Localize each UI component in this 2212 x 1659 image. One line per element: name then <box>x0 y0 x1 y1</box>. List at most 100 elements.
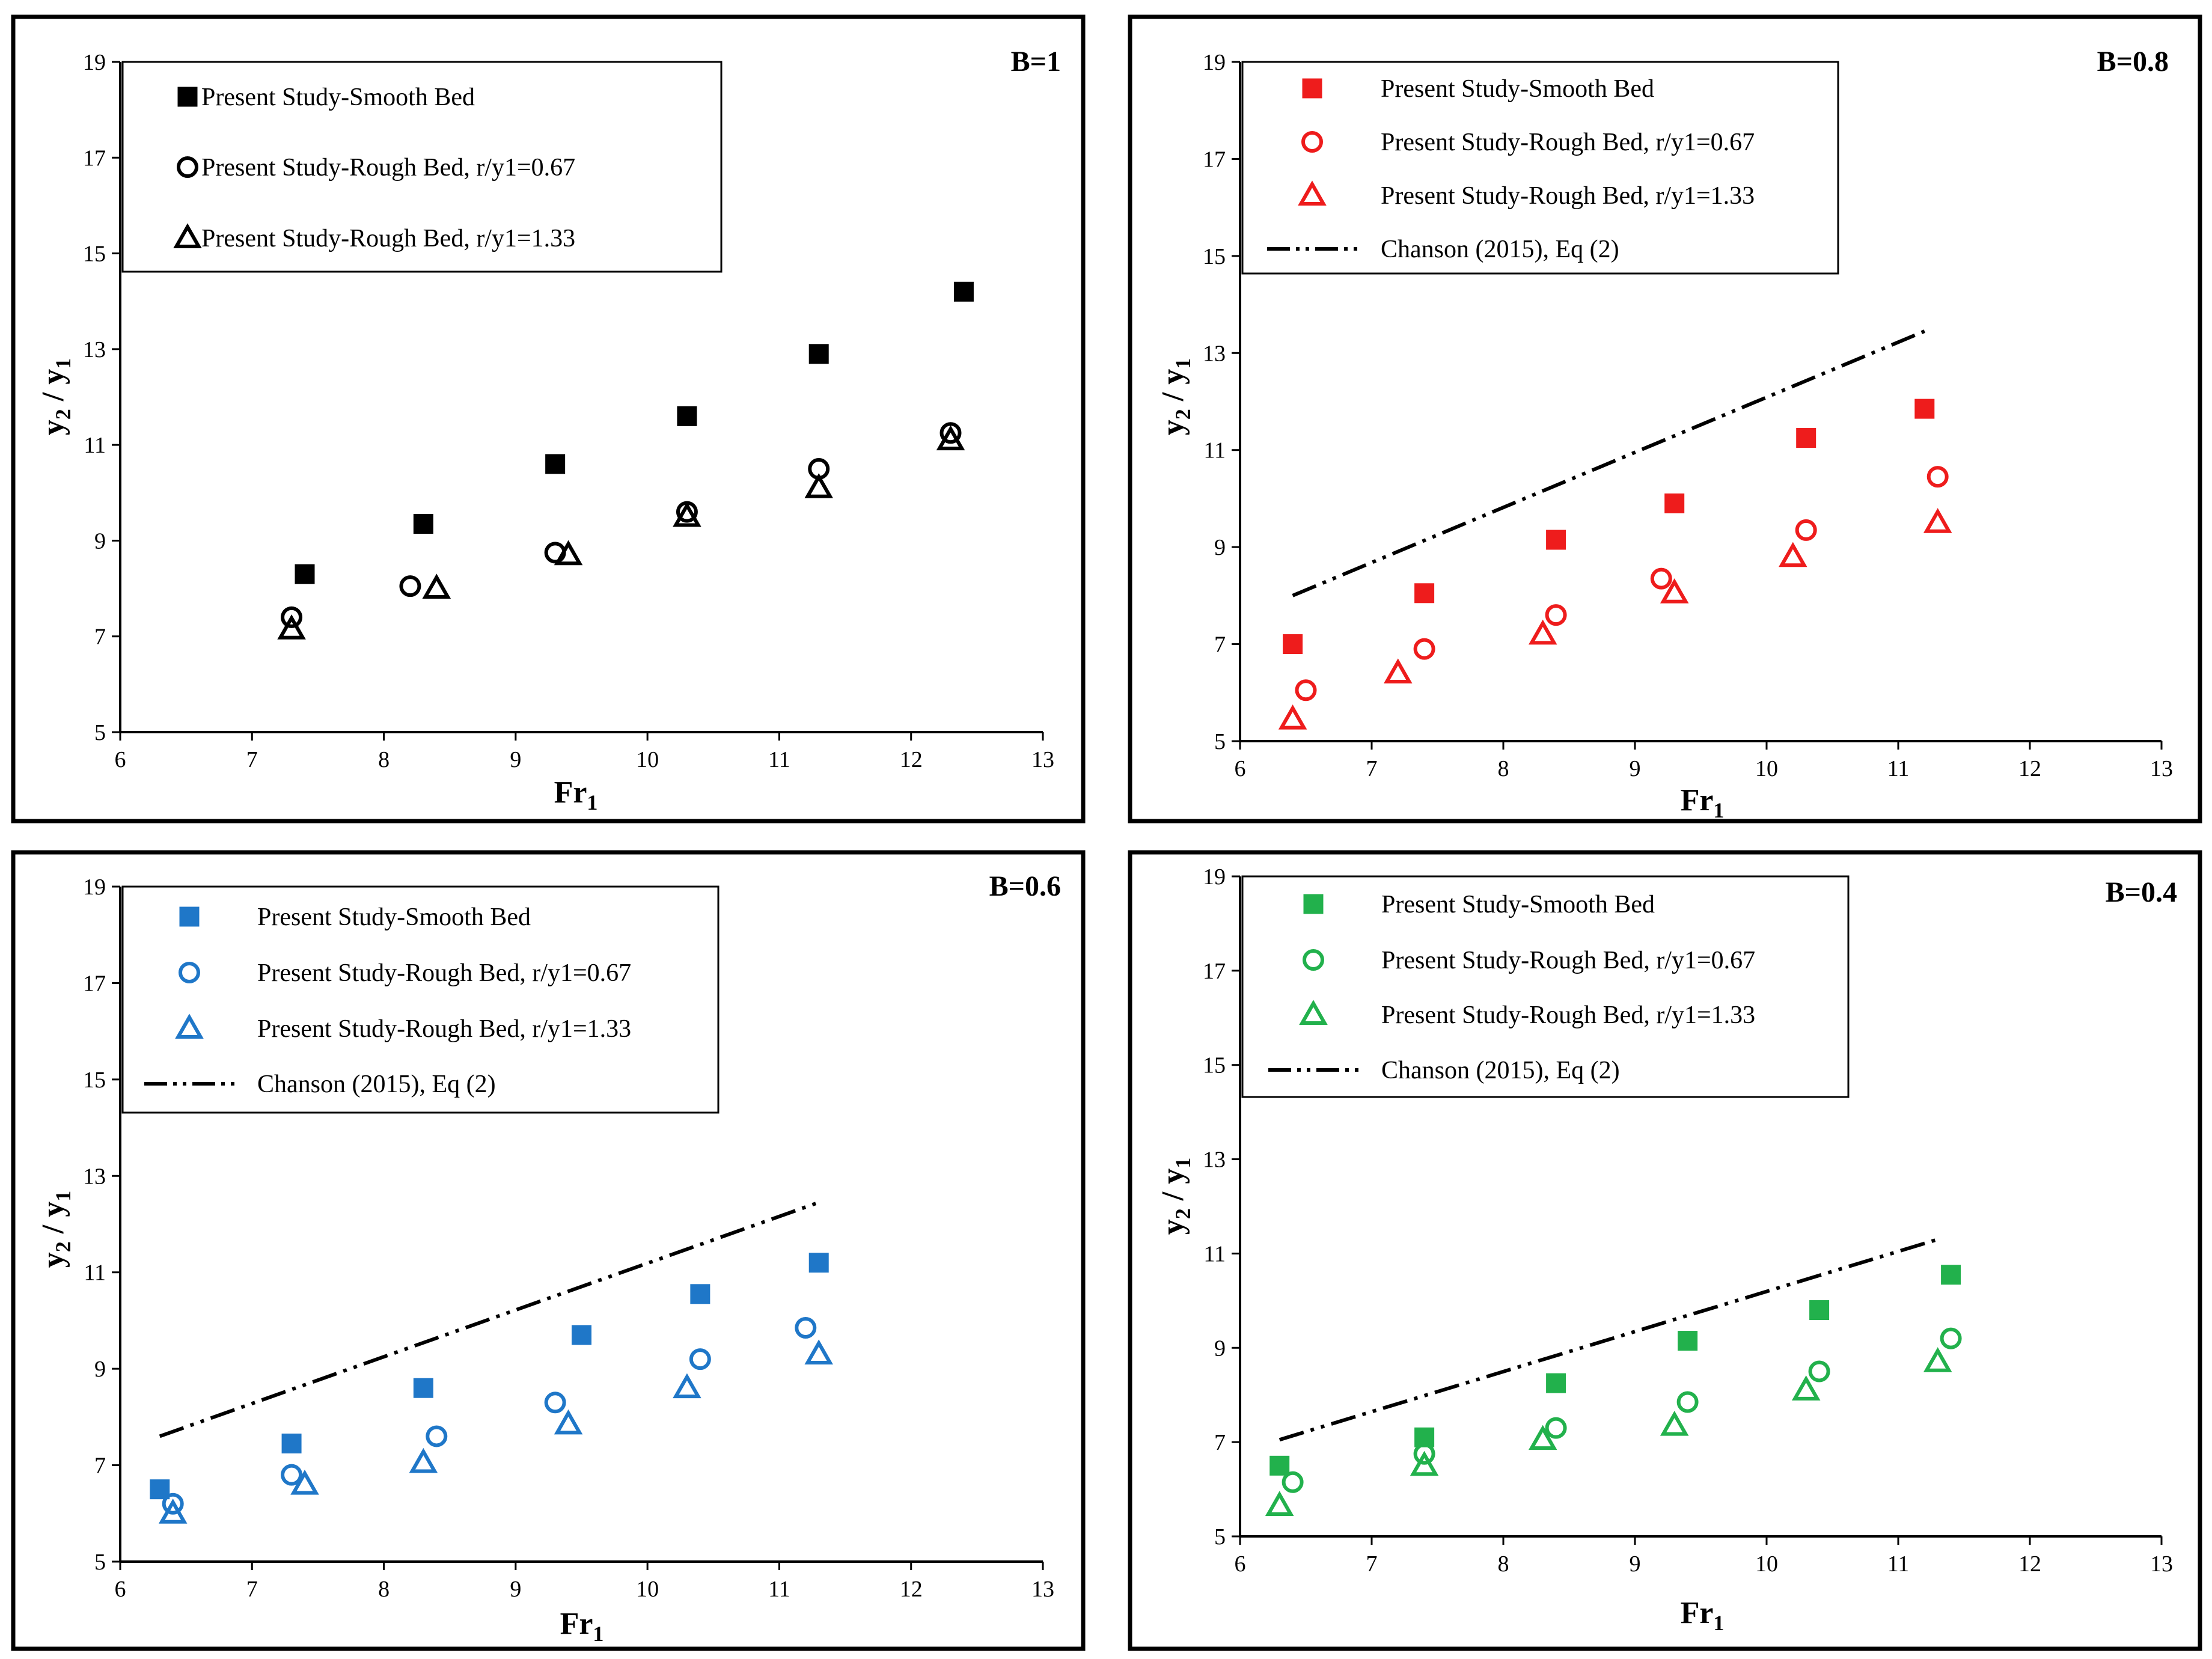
legend-label: Present Study-Rough Bed, r/y1=1.33 <box>1381 182 1755 210</box>
data-point <box>413 1378 433 1398</box>
legend-label: Present Study-Rough Bed, r/y1=0.67 <box>1381 129 1755 156</box>
series-2 <box>281 422 962 628</box>
data-point <box>804 1339 833 1365</box>
y-tick-label: 15 <box>1203 1053 1226 1078</box>
x-tick-label: 12 <box>900 747 923 772</box>
y-tick-label: 9 <box>1214 535 1226 560</box>
data-point <box>1283 634 1303 655</box>
data-point <box>290 1470 319 1495</box>
legend-marker <box>175 1013 204 1039</box>
legend-marker <box>1303 894 1324 914</box>
x-tick-label: 7 <box>1366 756 1378 781</box>
x-axis-label: Fr1 <box>560 1607 604 1646</box>
x-tick-label: 9 <box>510 747 521 772</box>
y-axis-label: y2 / y1 <box>1156 1158 1195 1235</box>
data-point <box>295 564 315 584</box>
y-tick-label: 7 <box>1214 632 1226 658</box>
series-1 <box>295 281 974 584</box>
legend-label: Present Study-Smooth Bed <box>1381 891 1655 918</box>
y-tick-label: 7 <box>1214 1430 1226 1455</box>
legend-box <box>121 885 720 1114</box>
legend-label: Present Study-Smooth Bed <box>257 903 531 931</box>
x-tick-label: 8 <box>1498 756 1509 781</box>
chanson-equation-line <box>1279 1238 1939 1442</box>
data-point <box>1660 578 1689 603</box>
x-tick-label: 11 <box>1887 756 1910 781</box>
y-tick-label: 5 <box>94 720 106 745</box>
y-tick-label: 11 <box>1203 438 1226 463</box>
data-point <box>1923 1347 1952 1372</box>
data-point <box>1545 1417 1567 1439</box>
chart-title: B=0.8 <box>2097 46 2169 78</box>
x-tick-label: 6 <box>115 747 126 772</box>
data-point <box>554 1409 583 1435</box>
y-tick-label: 7 <box>94 625 106 650</box>
y-tick-label: 15 <box>83 242 106 267</box>
chart-title: B=0.4 <box>2106 876 2177 908</box>
legend: Present Study-Smooth Bed Present Study-Ro… <box>121 885 720 1114</box>
y-tick-label: 15 <box>83 1068 106 1093</box>
y-tick-label: 5 <box>1214 1524 1226 1550</box>
x-axis-label: Fr1 <box>1681 1596 1725 1635</box>
legend-box <box>1241 875 1850 1098</box>
data-point <box>1265 1491 1294 1516</box>
series-1 <box>1283 399 1935 655</box>
x-tick-label: 6 <box>1235 1551 1246 1577</box>
legend-label: Chanson (2015), Eq (2) <box>257 1071 496 1098</box>
data-point <box>677 406 697 426</box>
y-tick-label: 13 <box>1203 341 1226 366</box>
data-point <box>804 473 833 498</box>
data-point <box>1650 567 1672 590</box>
x-tick-label: 13 <box>1031 1577 1054 1602</box>
series-3 <box>277 425 965 640</box>
chart-panel-2: 6 7 8 9 10 11 12 13 5 7 9 11 13 15 17 19 Fr1 y2 / y1 B=0.8… <box>1128 14 2202 823</box>
legend: Present Study-Smooth Bed Present Study-Ro… <box>1241 61 1839 275</box>
y-tick-label: 17 <box>83 971 106 996</box>
data-point <box>673 1373 701 1399</box>
data-point <box>673 501 701 527</box>
data-point <box>1808 1360 1830 1382</box>
data-point <box>544 1392 566 1414</box>
x-tick-label: 12 <box>900 1577 923 1602</box>
legend-label: Present Study-Rough Bed, r/y1=0.67 <box>1381 947 1755 974</box>
series-2 <box>1295 466 1949 701</box>
legend-marker <box>173 223 202 248</box>
x-axis-label: Fr1 <box>1681 783 1725 822</box>
y-tick-label: 7 <box>94 1453 106 1479</box>
legend-label: Present Study-Rough Bed, r/y1=0.67 <box>257 959 631 987</box>
y-tick-label: 11 <box>84 1260 106 1286</box>
data-point <box>158 1499 188 1524</box>
data-point <box>1664 493 1685 513</box>
legend-marker <box>1303 949 1324 971</box>
y-tick-label: 11 <box>1203 1241 1226 1266</box>
data-point <box>1809 1300 1830 1321</box>
y-tick-label: 11 <box>84 433 106 458</box>
x-tick-label: 8 <box>378 1577 390 1602</box>
x-tick-label: 11 <box>1887 1551 1910 1577</box>
x-tick-label: 6 <box>115 1577 126 1602</box>
x-tick-label: 12 <box>2018 1551 2041 1577</box>
data-point <box>1678 1331 1698 1351</box>
y-tick-label: 15 <box>1203 244 1226 269</box>
legend-box <box>121 61 723 273</box>
data-point <box>1545 604 1567 626</box>
data-point <box>1528 1425 1557 1450</box>
x-tick-label: 13 <box>2150 756 2173 781</box>
data-point <box>1796 428 1816 448</box>
data-point <box>1295 679 1317 701</box>
data-point <box>545 454 566 474</box>
y-tick-label: 13 <box>83 337 106 362</box>
y-tick-label: 5 <box>1214 729 1226 754</box>
x-tick-label: 10 <box>1755 756 1778 781</box>
y-tick-label: 19 <box>1203 864 1226 890</box>
x-tick-label: 7 <box>1366 1551 1378 1577</box>
x-tick-label: 10 <box>1755 1551 1778 1577</box>
legend-marker <box>1301 131 1323 153</box>
series-4 <box>159 1200 820 1438</box>
y-axis-label: y2 / y1 <box>1156 358 1195 435</box>
data-point <box>1914 399 1935 419</box>
legend-marker <box>179 906 200 927</box>
data-point <box>281 1433 302 1453</box>
x-tick-label: 8 <box>378 747 390 772</box>
